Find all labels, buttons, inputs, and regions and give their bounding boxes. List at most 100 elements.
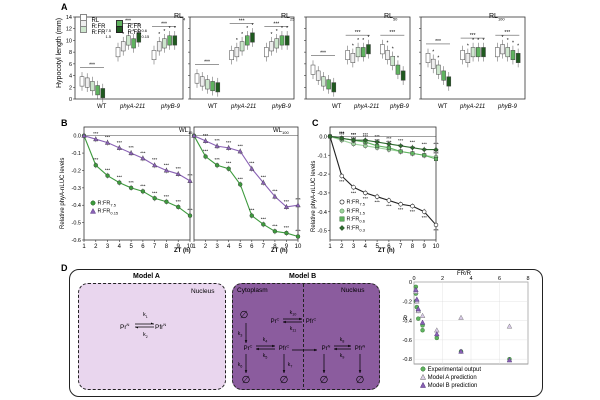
mb-arrow-k8-head (348, 344, 351, 348)
b1-sig-0-6: *** (152, 190, 158, 195)
d-point-a-5 (458, 314, 464, 320)
model-a-title: Model A (133, 273, 160, 280)
legend-c-label-7-5: R:FR (346, 199, 360, 206)
c-point-3-2 (350, 137, 357, 143)
mb-arrow-k3-head (244, 340, 248, 343)
legend-b-item-0-15: R:FR0.15 (89, 207, 118, 215)
mb-arrow-import-head (314, 348, 317, 352)
c-xtick-label-9: 10 (433, 244, 440, 250)
a-star-3-1-3: * (477, 38, 479, 44)
a-star-0-2-2: * (163, 29, 165, 35)
a-box-0-0-1 (84, 77, 90, 88)
mb-prn: PrN (322, 345, 331, 353)
c-sig-0-7: *** (410, 209, 416, 214)
legend-c-sub-0-3: 0.3 (359, 227, 365, 233)
a-box-0-0-4 (100, 88, 106, 99)
panel-letter-c: C (312, 118, 319, 128)
model-a-k2-text: k (143, 332, 146, 338)
legend-d-model-b: Model B prediction (419, 382, 481, 390)
panel-c-legend: R:FR7.5 R:FR1.5 R:FR0.6 R:FR0.3 (339, 199, 365, 233)
c-point-0-6 (398, 202, 403, 207)
a-box-3-0-4 (446, 76, 452, 87)
legend-c-marker-open (339, 199, 345, 205)
b2-sig-0-3: *** (226, 161, 232, 166)
b2-sig-1-4: *** (238, 143, 244, 148)
b1-point-1-6 (152, 162, 158, 168)
a-sig-0-2: *** (161, 21, 167, 27)
mb-k9: k9 (340, 353, 345, 360)
d-ytick-label-1: -0.2 (403, 299, 412, 305)
panel-b-lines: 1 2 3 4 5 6 7 8 9 10 0.0 -0.1 -0.2 -0.3 -0.4 -0.5 -0.6 **… (72, 126, 302, 250)
panel-c-lines: 1 2 3 4 5 6 7 8 9 10 0.0 -0.1 -0.2 -0.3 -0.4 -0.5 *** ***… (318, 126, 440, 250)
b2-sig-0-7: *** (272, 223, 278, 228)
b2-sig-1-9: *** (295, 197, 301, 202)
title-rl50-sub: 50 (392, 16, 398, 22)
mb-null-br1: ∅ (320, 375, 329, 386)
a-box-0-1-1 (120, 41, 126, 52)
b2-point-1-3 (226, 145, 232, 150)
legend-d-model-a: Model A prediction (419, 374, 481, 382)
mb-null-top: ∅ (240, 310, 249, 321)
c-sig-3-7: *** (410, 140, 416, 145)
b2-sig-1-7: *** (272, 189, 278, 194)
title-wl100-sub: 100 (282, 130, 289, 136)
c-point-2-7 (410, 151, 415, 156)
a-box-1-0-1 (199, 76, 205, 87)
b1-sig-1-1: *** (93, 131, 99, 136)
d-point-b-4 (434, 331, 440, 337)
legend-c-marker-square (339, 216, 345, 222)
b2-sig-1-2: *** (214, 138, 220, 143)
b2-series-line-0 (193, 135, 299, 238)
title-rl4-text: RL (174, 13, 183, 20)
b2-point-0-7 (272, 229, 278, 234)
a-star-3-0-1: * (432, 49, 434, 55)
a-box-2-0-4 (331, 82, 337, 93)
panel-a-title-rl25: RL25 (281, 13, 294, 21)
b2-point-0-2 (214, 163, 220, 168)
c-xtick-label-5: 6 (387, 244, 391, 250)
a-sig-1-1: *** (239, 18, 245, 24)
a-star-3-1-2: * (472, 38, 474, 44)
panel-a-title-rl100: RL100 (489, 13, 505, 21)
a-box-1-1-1 (234, 47, 240, 58)
c-sig-3-4: *** (374, 134, 380, 139)
b1-sig-1-4: *** (128, 145, 134, 150)
a-box-1-0-2 (205, 79, 210, 90)
mb-arrow-k9-head (334, 347, 337, 351)
mb-arrow-k10-head (299, 317, 302, 321)
mb-null-bm: ∅ (280, 375, 289, 386)
c-point-2-9 (434, 157, 439, 162)
b2-sig-1-1: *** (203, 133, 209, 138)
a2-xtick-wt: WT (208, 104, 218, 110)
legend-c-item-1-5: R:FR1.5 (339, 208, 365, 217)
a-box-2-1-4 (366, 44, 371, 55)
b1-xtick-label-2: 3 (106, 244, 110, 250)
legend-c-item-7-5: R:FR7.5 (339, 199, 365, 208)
c-ytick-label-1: -0.1 (318, 153, 327, 159)
legend-d-experimental: Experimental output (420, 366, 481, 374)
a-ytick-label-1: 2 (69, 85, 72, 91)
c-point-3-5 (386, 141, 392, 147)
b1-sig-0-2: *** (105, 168, 111, 173)
b1-ytick-label-6: -0.6 (72, 238, 81, 244)
a-sig-2-1: *** (355, 30, 361, 36)
mb-pfrn: PfrN (355, 345, 366, 353)
panel-b2-xlabel: ZT (h) (271, 248, 288, 254)
b1-point-0-4 (128, 185, 134, 191)
c-point-3-1 (339, 135, 345, 141)
c-sig-0-3: *** (363, 196, 369, 201)
legend-d-marker-b (419, 382, 427, 389)
panel-d-frame (69, 269, 543, 397)
legend-swatch-0-15 (116, 26, 123, 34)
mb-pfrc: PfrC (279, 345, 290, 353)
b2-point-1-6 (260, 179, 266, 185)
b1-sig-1-7: *** (164, 162, 170, 167)
legend-b-sub-7-5: 7.5 (110, 202, 116, 208)
a-box-1-1-4 (250, 32, 255, 43)
a-ytick-label-5: 10 (66, 38, 72, 44)
b2-xtick-label-5: 6 (250, 244, 254, 250)
a-box-0-1-4 (136, 32, 142, 43)
b1-point-1-1 (93, 136, 99, 142)
